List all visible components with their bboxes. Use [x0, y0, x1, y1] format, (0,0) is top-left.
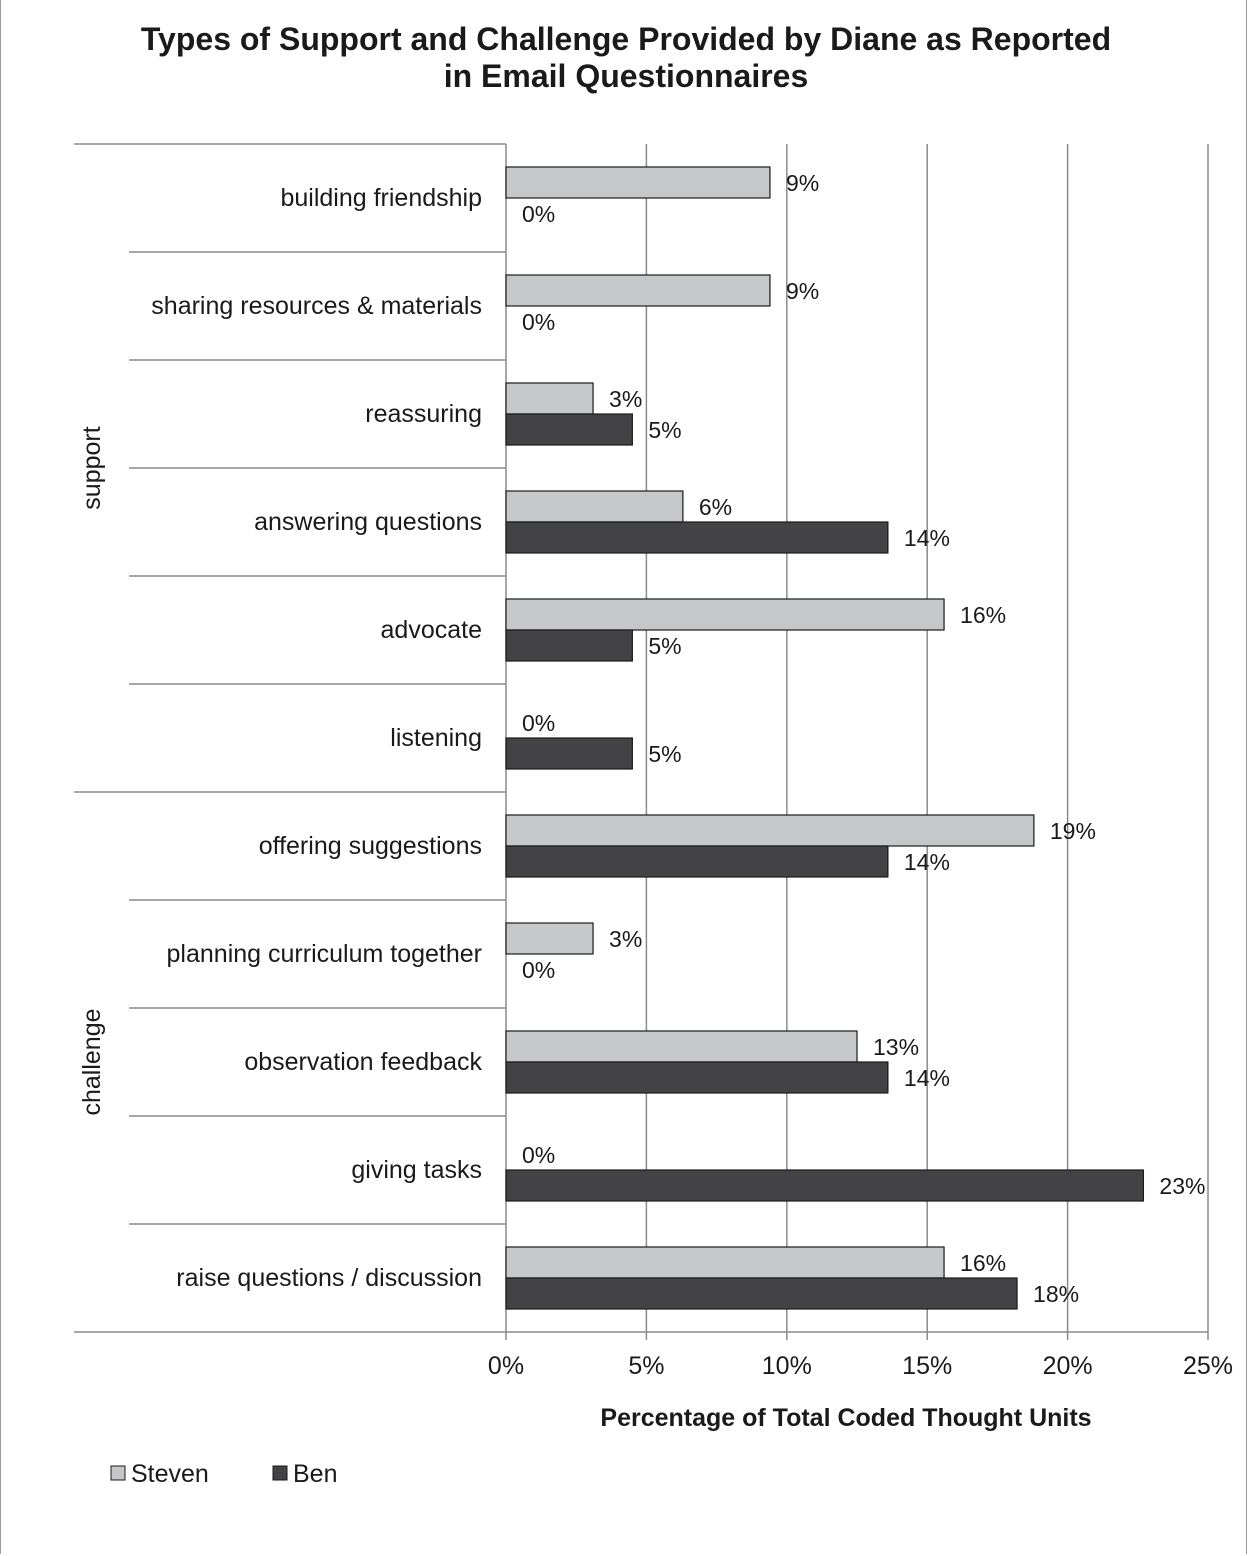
legend-label-steven: Steven	[131, 1460, 209, 1488]
category-label: giving tasks	[351, 1156, 482, 1184]
bar-steven	[505, 274, 771, 307]
x-axis-title: Percentage of Total Coded Thought Units	[600, 1404, 1091, 1432]
data-label-ben: 5%	[648, 741, 681, 767]
bar-steven	[505, 1030, 858, 1063]
data-label-ben: 23%	[1159, 1173, 1205, 1199]
category-label: answering questions	[254, 508, 482, 536]
bar-ben	[505, 1169, 1145, 1202]
data-label-steven: 9%	[786, 170, 819, 196]
data-label-ben: 18%	[1033, 1281, 1079, 1307]
bar-steven	[505, 1246, 945, 1279]
x-tick-label: 20%	[1043, 1352, 1093, 1380]
legend-swatch-ben	[272, 1465, 288, 1481]
bar-ben	[505, 845, 889, 878]
bar-ben	[505, 737, 633, 770]
data-label-ben: 14%	[904, 525, 950, 551]
data-label-steven: 13%	[873, 1034, 919, 1060]
data-label-ben: 5%	[648, 417, 681, 443]
bar-steven	[505, 598, 945, 631]
chart-title: Types of Support and Challenge Provided …	[141, 21, 1111, 94]
bar-ben	[505, 1061, 889, 1094]
x-tick-label: 5%	[628, 1352, 664, 1380]
data-label-steven: 3%	[609, 926, 642, 952]
bar-ben	[505, 413, 633, 446]
category-label: building friendship	[280, 184, 482, 212]
data-label-steven: 0%	[522, 1142, 555, 1168]
category-label: sharing resources & materials	[151, 292, 482, 320]
group-label-support: support	[78, 426, 106, 509]
category-label: offering suggestions	[259, 832, 482, 860]
bar-ben	[505, 1277, 1018, 1310]
data-label-steven: 19%	[1050, 818, 1096, 844]
data-label-steven: 3%	[609, 386, 642, 412]
category-label: observation feedback	[244, 1048, 482, 1076]
data-label-steven: 16%	[960, 602, 1006, 628]
bar-steven	[505, 382, 594, 415]
category-label: planning curriculum together	[167, 940, 482, 968]
bar-steven	[505, 490, 684, 523]
data-label-steven: 16%	[960, 1250, 1006, 1276]
category-label: listening	[390, 724, 482, 752]
bar-steven	[505, 814, 1035, 847]
group-label-challenge: challenge	[78, 1008, 106, 1115]
legend-swatch-steven	[110, 1465, 126, 1481]
data-label-steven: 0%	[522, 710, 555, 736]
data-label-ben: 14%	[904, 849, 950, 875]
data-label-ben: 5%	[648, 633, 681, 659]
data-label-steven: 6%	[699, 494, 732, 520]
x-tick-label: 0%	[488, 1352, 524, 1380]
data-label-ben: 0%	[522, 309, 555, 335]
data-label-ben: 0%	[522, 957, 555, 983]
x-tick-label: 15%	[902, 1352, 952, 1380]
category-label: raise questions / discussion	[176, 1264, 482, 1292]
data-label-steven: 9%	[786, 278, 819, 304]
x-tick-label: 10%	[762, 1352, 812, 1380]
data-label-ben: 0%	[522, 201, 555, 227]
bar-steven	[505, 922, 594, 955]
category-label: reassuring	[365, 400, 482, 428]
data-label-ben: 14%	[904, 1065, 950, 1091]
x-tick-label: 25%	[1183, 1352, 1233, 1380]
category-label: advocate	[381, 616, 482, 644]
bar-ben	[505, 521, 889, 554]
bar-steven	[505, 166, 771, 199]
bar-ben	[505, 629, 633, 662]
legend-label-ben: Ben	[293, 1460, 337, 1488]
